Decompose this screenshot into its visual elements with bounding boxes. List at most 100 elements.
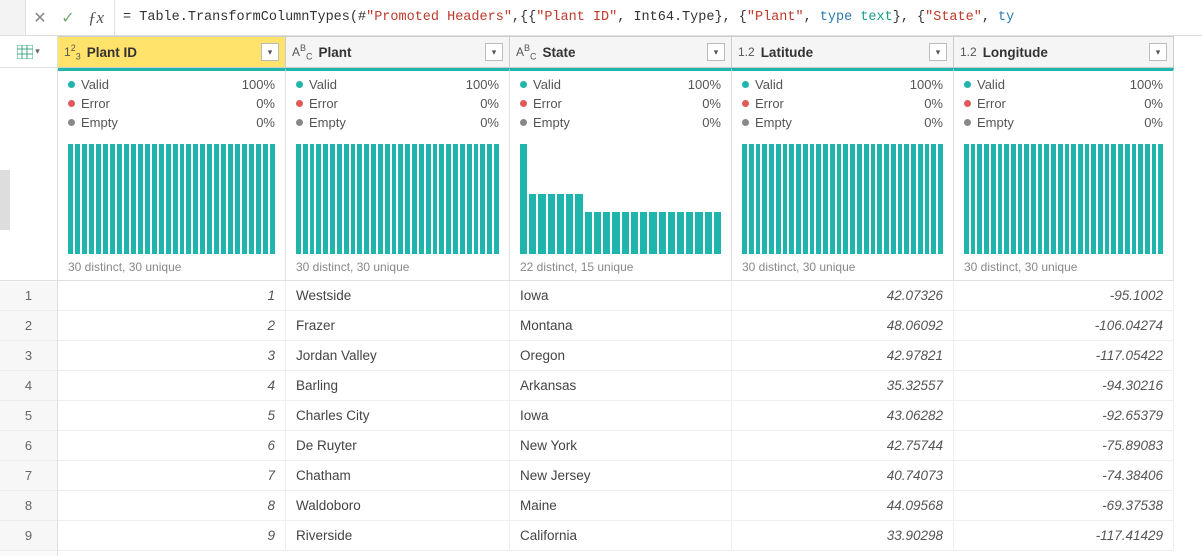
cell[interactable]: -94.30216 — [954, 371, 1174, 401]
stat-empty: Empty0% — [520, 115, 721, 130]
row-number[interactable]: 6 — [0, 431, 57, 461]
cell[interactable]: Maine — [510, 491, 732, 521]
cell[interactable]: 5 — [58, 401, 286, 431]
cell[interactable]: Frazer — [286, 311, 510, 341]
distribution-chart — [296, 144, 499, 254]
cell[interactable]: 4 — [58, 371, 286, 401]
type-text-icon: ABC — [516, 43, 537, 61]
cell[interactable]: 9 — [58, 521, 286, 551]
fx-label: ƒx — [82, 0, 115, 35]
cell[interactable]: Riverside — [286, 521, 510, 551]
column-header-plant-id[interactable]: 123Plant ID▾ — [58, 36, 286, 68]
stat-valid: Valid100% — [520, 77, 721, 92]
distribution-chart — [520, 144, 721, 254]
table-row[interactable]: 6De RuyterNew York42.75744-75.89083 — [58, 431, 1202, 461]
row-number[interactable]: 8 — [0, 491, 57, 521]
column-header-plant[interactable]: ABCPlant▾ — [286, 36, 510, 68]
cell[interactable]: 48.06092 — [732, 311, 954, 341]
formula-input[interactable]: = Table.TransformColumnTypes(#"Promoted … — [115, 10, 1202, 25]
stat-valid: Valid100% — [964, 77, 1163, 92]
column-profile: Valid100%Error0%Empty0%22 distinct, 15 u… — [510, 68, 732, 281]
stat-empty: Empty0% — [742, 115, 943, 130]
column-filter-dropdown[interactable]: ▾ — [485, 43, 503, 61]
cell[interactable]: -106.04274 — [954, 311, 1174, 341]
table-row[interactable]: 1WestsideIowa42.07326-95.1002 — [58, 281, 1202, 311]
table-row[interactable]: 9RiversideCalifornia33.90298-117.41429 — [58, 521, 1202, 551]
row-number[interactable]: 7 — [0, 461, 57, 491]
cell[interactable]: -69.37538 — [954, 491, 1174, 521]
cell[interactable]: 42.97821 — [732, 341, 954, 371]
cell[interactable]: De Ruyter — [286, 431, 510, 461]
commit-formula-button[interactable]: ✓ — [54, 0, 82, 35]
cell[interactable]: 42.07326 — [732, 281, 954, 311]
type-decimal-icon: 1.2 — [960, 45, 977, 59]
cancel-formula-button[interactable]: ✕ — [26, 0, 54, 35]
table-row[interactable]: 7ChathamNew Jersey40.74073-74.38406 — [58, 461, 1202, 491]
type-int-icon: 123 — [64, 43, 81, 61]
cell[interactable]: -74.38406 — [954, 461, 1174, 491]
cell[interactable]: Arkansas — [510, 371, 732, 401]
table-row[interactable]: 4BarlingArkansas35.32557-94.30216 — [58, 371, 1202, 401]
row-number[interactable]: 3 — [0, 341, 57, 371]
row-number[interactable]: 4 — [0, 371, 57, 401]
cell[interactable]: New Jersey — [510, 461, 732, 491]
cell[interactable]: Montana — [510, 311, 732, 341]
column-header-latitude[interactable]: 1.2Latitude▾ — [732, 36, 954, 68]
cell[interactable]: 7 — [58, 461, 286, 491]
cell[interactable]: -117.05422 — [954, 341, 1174, 371]
table-row[interactable]: 8WaldoboroMaine44.09568-69.37538 — [58, 491, 1202, 521]
cell[interactable]: -92.65379 — [954, 401, 1174, 431]
distribution-chart — [742, 144, 943, 254]
cell[interactable]: 6 — [58, 431, 286, 461]
cell[interactable]: 33.90298 — [732, 521, 954, 551]
stat-empty: Empty0% — [68, 115, 275, 130]
cell[interactable]: Charles City — [286, 401, 510, 431]
row-number[interactable]: 1 — [0, 281, 57, 311]
cell[interactable]: 3 — [58, 341, 286, 371]
stat-valid: Valid100% — [296, 77, 499, 92]
table-icon[interactable]: ▾ — [0, 36, 57, 68]
row-number[interactable]: 2 — [0, 311, 57, 341]
cell[interactable]: 2 — [58, 311, 286, 341]
table-row[interactable]: 3Jordan ValleyOregon42.97821-117.05422 — [58, 341, 1202, 371]
type-text-icon: ABC — [292, 43, 313, 61]
formula-gutter — [0, 0, 26, 35]
cell[interactable]: California — [510, 521, 732, 551]
row-number[interactable]: 5 — [0, 401, 57, 431]
cell[interactable]: 1 — [58, 281, 286, 311]
cell[interactable]: New York — [510, 431, 732, 461]
cell[interactable]: 40.74073 — [732, 461, 954, 491]
cell[interactable]: 35.32557 — [732, 371, 954, 401]
cell[interactable]: 44.09568 — [732, 491, 954, 521]
cell[interactable]: -75.89083 — [954, 431, 1174, 461]
cell[interactable]: 43.06282 — [732, 401, 954, 431]
column-header-state[interactable]: ABC State▾ — [510, 36, 732, 68]
stat-empty: Empty0% — [296, 115, 499, 130]
cell[interactable]: 42.75744 — [732, 431, 954, 461]
cell[interactable]: Jordan Valley — [286, 341, 510, 371]
table-row[interactable]: 2FrazerMontana48.06092-106.04274 — [58, 311, 1202, 341]
cell[interactable]: Waldoboro — [286, 491, 510, 521]
cell[interactable]: Chatham — [286, 461, 510, 491]
cell[interactable]: Westside — [286, 281, 510, 311]
row-number[interactable]: 9 — [0, 521, 57, 551]
cell[interactable]: -117.41429 — [954, 521, 1174, 551]
column-filter-dropdown[interactable]: ▾ — [1149, 43, 1167, 61]
column-filter-dropdown[interactable]: ▾ — [929, 43, 947, 61]
cell[interactable]: Iowa — [510, 401, 732, 431]
cell[interactable]: 8 — [58, 491, 286, 521]
cell[interactable]: -95.1002 — [954, 281, 1174, 311]
column-name: State — [543, 45, 707, 60]
column-filter-dropdown[interactable]: ▾ — [261, 43, 279, 61]
column-name: Longitude — [983, 45, 1149, 60]
column-profile: Valid100%Error0%Empty0%30 distinct, 30 u… — [732, 68, 954, 281]
table-row[interactable]: 5Charles CityIowa43.06282-92.65379 — [58, 401, 1202, 431]
cell[interactable]: Barling — [286, 371, 510, 401]
column-header-longitude[interactable]: 1.2 Longitude▾ — [954, 36, 1174, 68]
cell[interactable]: Iowa — [510, 281, 732, 311]
cell[interactable]: Oregon — [510, 341, 732, 371]
distribution-chart — [964, 144, 1163, 254]
distinct-summary: 30 distinct, 30 unique — [742, 260, 943, 274]
column-filter-dropdown[interactable]: ▾ — [707, 43, 725, 61]
pane-handle[interactable] — [0, 170, 10, 230]
